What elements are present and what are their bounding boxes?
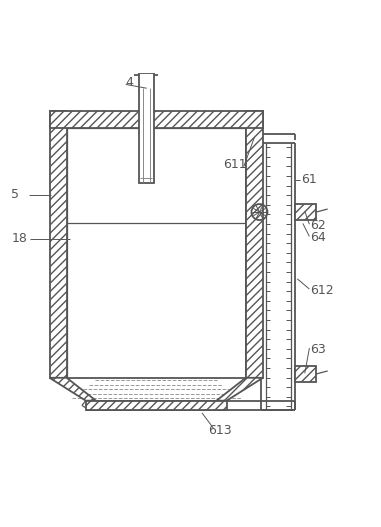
Text: 64: 64 — [311, 231, 326, 244]
Bar — [246, 111, 263, 378]
Bar — [67, 128, 246, 378]
Text: 61: 61 — [301, 173, 317, 186]
Bar — [86, 401, 227, 410]
Bar — [139, 73, 154, 183]
Text: 611: 611 — [223, 158, 247, 171]
Bar — [50, 111, 263, 128]
Text: 612: 612 — [311, 284, 334, 297]
Text: 62: 62 — [311, 219, 326, 232]
Polygon shape — [216, 378, 263, 401]
Text: 18: 18 — [11, 232, 27, 245]
Bar — [295, 366, 316, 382]
Text: 5: 5 — [11, 189, 19, 201]
Bar — [295, 204, 316, 220]
Text: 4: 4 — [126, 76, 134, 89]
Bar — [50, 111, 67, 378]
Text: 63: 63 — [311, 343, 326, 356]
Text: 613: 613 — [208, 424, 231, 437]
Polygon shape — [50, 378, 96, 401]
